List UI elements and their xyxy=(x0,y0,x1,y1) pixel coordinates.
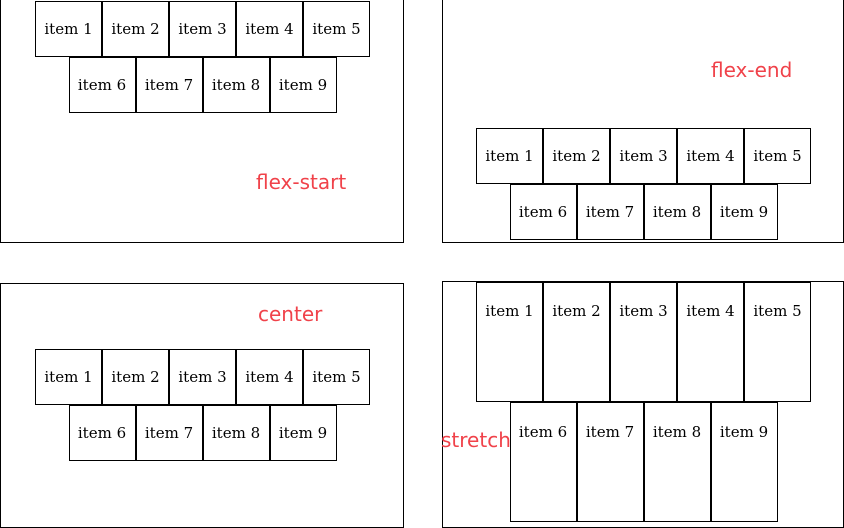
flex-container-flex-start: item 1 item 2 item 3 item 4 item 5 item 6 item… xyxy=(35,1,370,113)
flex-container-stretch: item 1 item 2 item 3 item 4 item 5 item 6 item… xyxy=(476,282,811,522)
flex-item: item 6 xyxy=(68,57,136,113)
flex-item: item 1 xyxy=(476,128,543,184)
label-flex-end: flex-end xyxy=(711,58,793,82)
flex-item: item 3 xyxy=(169,1,236,57)
flex-item: item 3 xyxy=(610,128,677,184)
flex-item: item 9 xyxy=(710,402,778,522)
flex-item: item 5 xyxy=(303,1,370,57)
flex-item: item 9 xyxy=(269,405,337,461)
label-flex-start: flex-start xyxy=(256,170,347,194)
flex-item: item 9 xyxy=(269,57,337,113)
flex-container-flex-end: item 1 item 2 item 3 item 4 item 5 item 6 item… xyxy=(476,128,811,240)
flex-item: item 6 xyxy=(509,184,577,240)
flex-item: item 7 xyxy=(135,405,203,461)
flex-item: item 7 xyxy=(135,57,203,113)
flex-item: item 7 xyxy=(576,184,644,240)
flex-item: item 8 xyxy=(643,184,711,240)
label-center: center xyxy=(258,302,323,326)
flex-item: item 2 xyxy=(543,128,610,184)
flex-container-center: item 1 item 2 item 3 item 4 item 5 item 6 item… xyxy=(35,349,370,461)
flex-item: item 6 xyxy=(509,402,577,522)
flex-item: item 8 xyxy=(643,402,711,522)
flex-item: item 5 xyxy=(744,128,811,184)
flex-item: item 9 xyxy=(710,184,778,240)
flex-item: item 4 xyxy=(677,282,744,402)
flex-item: item 3 xyxy=(169,349,236,405)
flex-item: item 5 xyxy=(303,349,370,405)
flex-item: item 3 xyxy=(610,282,677,402)
flex-item: item 4 xyxy=(236,349,303,405)
flex-item: item 1 xyxy=(476,282,543,402)
flex-item: item 8 xyxy=(202,57,270,113)
flex-item: item 4 xyxy=(677,128,744,184)
flex-item: item 6 xyxy=(68,405,136,461)
flex-item: item 1 xyxy=(35,1,102,57)
flex-item: item 2 xyxy=(102,349,169,405)
flex-item: item 4 xyxy=(236,1,303,57)
label-stretch: stretch xyxy=(441,428,511,452)
flex-item: item 7 xyxy=(576,402,644,522)
flex-item: item 2 xyxy=(102,1,169,57)
flex-item: item 8 xyxy=(202,405,270,461)
flex-item: item 5 xyxy=(744,282,811,402)
flex-item: item 1 xyxy=(35,349,102,405)
flex-item: item 2 xyxy=(543,282,610,402)
